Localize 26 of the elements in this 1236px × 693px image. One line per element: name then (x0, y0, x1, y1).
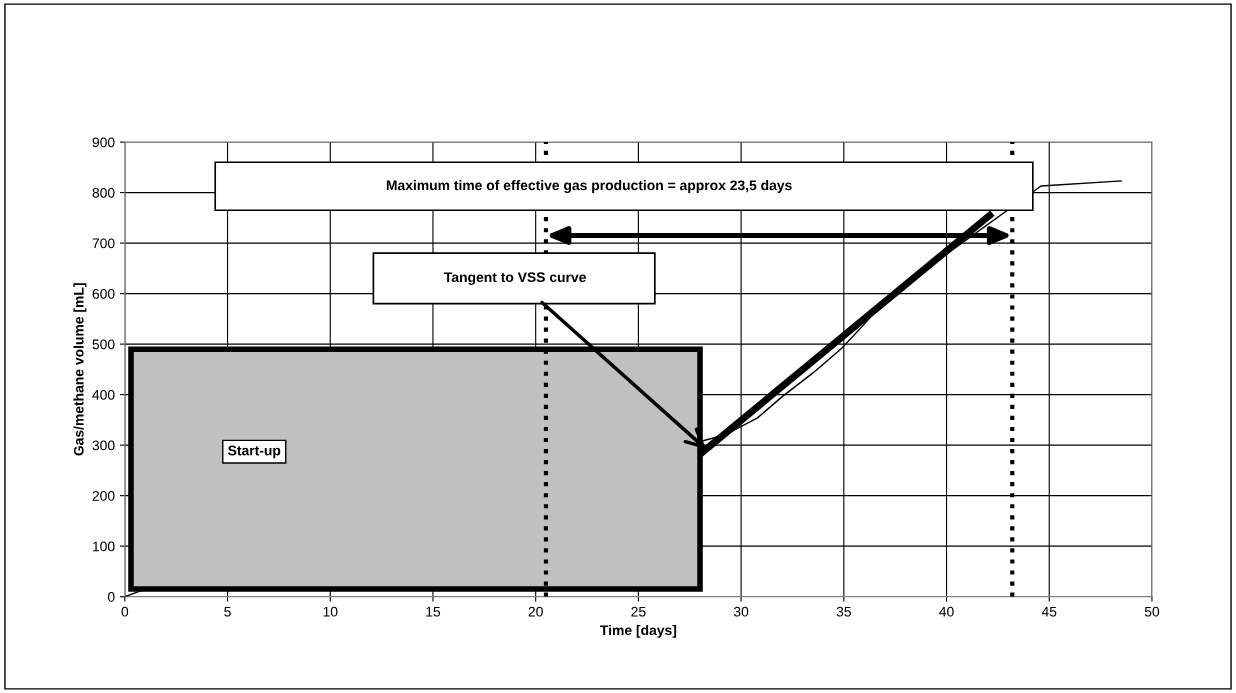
x-tick-label: 40 (939, 606, 954, 617)
x-tick-label: 45 (1041, 606, 1057, 617)
x-tick-label: 5 (224, 606, 231, 617)
y-tick-label: 100 (93, 541, 115, 552)
x-tick-label: 0 (121, 606, 129, 617)
y-tick-label: 600 (92, 288, 115, 299)
annotation: Tangent to VSS curve (444, 272, 586, 285)
y-tick-label: 400 (92, 389, 115, 400)
x-tick-label: 15 (426, 606, 441, 617)
annotation: Maximum time of effective gas production = approx 23,5 days (386, 180, 792, 194)
x-tick-label: 10 (323, 606, 338, 617)
x-tick-label: 20 (528, 606, 543, 617)
band-label: Start-up (228, 445, 281, 459)
x-tick-label: 50 (1144, 606, 1160, 617)
x-tick-label: 35 (836, 606, 851, 617)
x-tick-label: 25 (631, 606, 646, 617)
y-tick-label: 200 (92, 490, 115, 501)
y-tick-label: 700 (92, 238, 115, 249)
x-tick-label: 30 (733, 606, 749, 617)
y-tick-label: 0 (107, 592, 115, 602)
y-tick-label: 300 (92, 440, 115, 451)
y-axis-title: Gas/methane volume [mL] (73, 283, 87, 456)
y-tick-label: 900 (92, 137, 115, 148)
y-tick-label: 500 (92, 339, 115, 350)
y-tick-label: 800 (92, 187, 115, 198)
x-axis-title: Time [days] (600, 624, 677, 638)
